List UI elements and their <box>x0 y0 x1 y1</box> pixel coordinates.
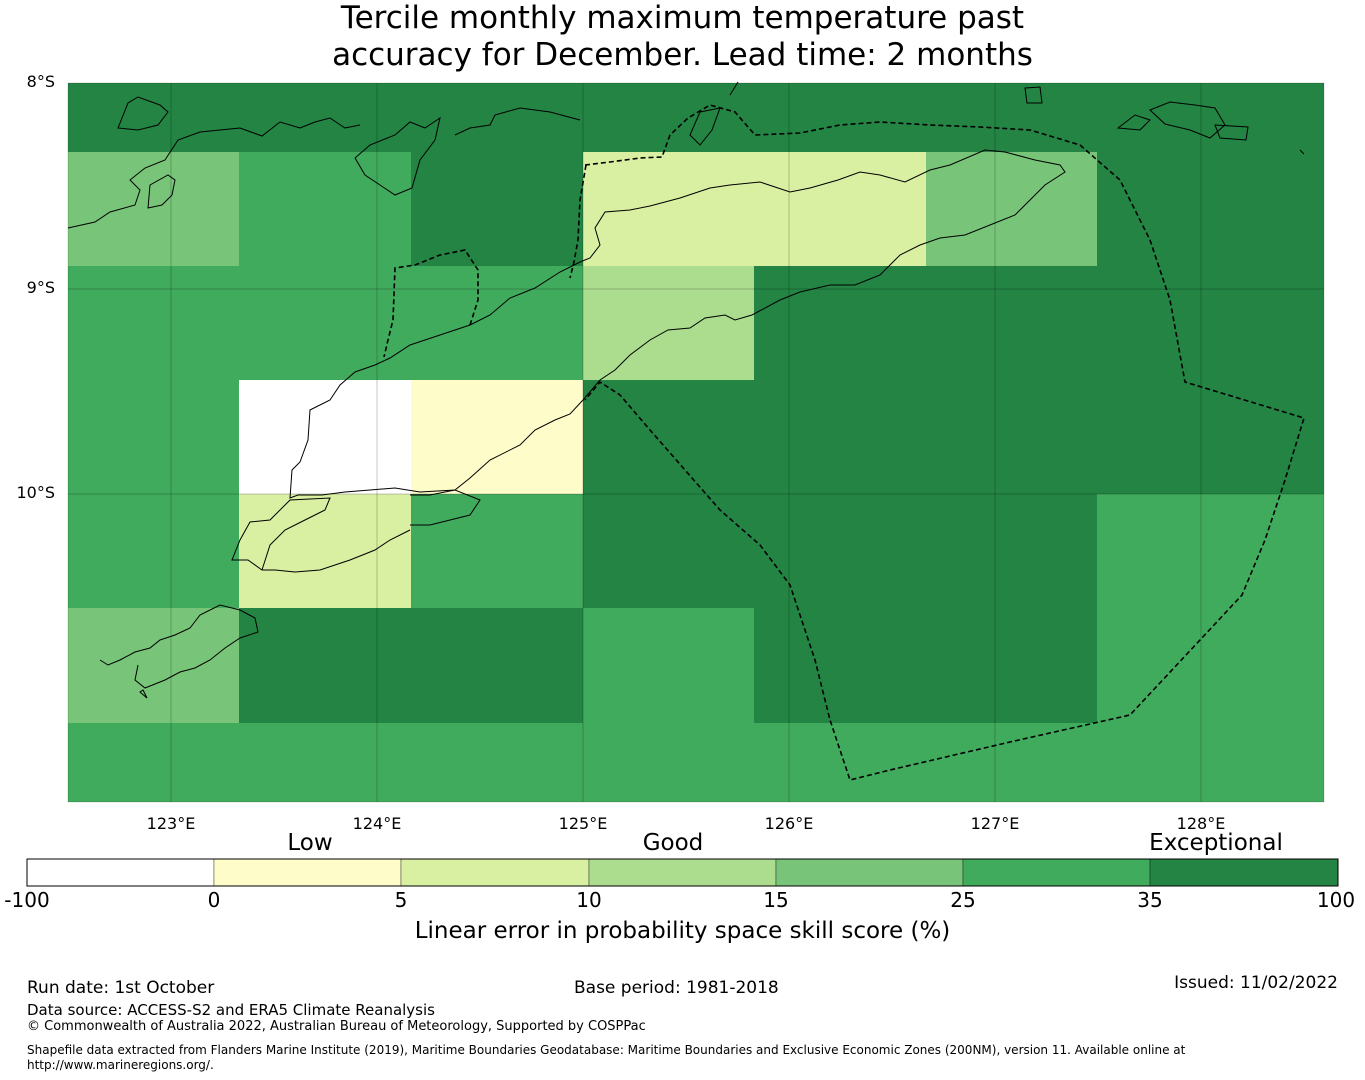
colorbar <box>26 858 1339 887</box>
category-good: Good <box>642 830 704 856</box>
lon-label-128e: 128°E <box>1176 814 1226 833</box>
grid-cell <box>239 380 411 494</box>
category-low: Low <box>287 830 333 856</box>
grid-cell <box>68 83 239 152</box>
grid-cell <box>926 608 1097 723</box>
base-period: Base period: 1981-2018 <box>574 978 779 998</box>
colorbar-segment <box>588 858 777 887</box>
lat-label-9s: 9°S <box>26 278 55 297</box>
map-title: Tercile monthly maximum temperature past… <box>0 0 1365 74</box>
colorbar-tick: -100 <box>4 888 50 912</box>
grid-cell <box>583 152 754 266</box>
skill-grid <box>68 83 1324 802</box>
lon-label-123e: 123°E <box>146 814 196 833</box>
grid-cell <box>1097 266 1324 380</box>
grid-cell <box>239 266 411 380</box>
issued-date: Issued: 11/02/2022 <box>1174 973 1338 993</box>
grid-cell <box>68 608 239 723</box>
grid-cell <box>754 723 926 802</box>
grid-cell <box>239 494 411 608</box>
grid-cell <box>68 494 239 608</box>
grid-cell <box>239 723 411 802</box>
grid-cell <box>583 266 754 380</box>
colorbar-tick: 0 <box>207 888 221 912</box>
colorbar-segment <box>400 858 590 887</box>
grid-cell <box>68 723 239 802</box>
colorbar-tick: 25 <box>950 888 976 912</box>
grid-cell <box>754 266 926 380</box>
grid-cell <box>411 83 583 152</box>
title-line-1: Tercile monthly maximum temperature past <box>340 0 1025 36</box>
data-source: Data source: ACCESS-S2 and ERA5 Climate … <box>27 1001 435 1019</box>
maritime-boundary <box>383 104 1306 781</box>
colorbar-frame <box>26 858 1339 887</box>
lon-label-125e: 125°E <box>558 814 608 833</box>
grid-cell <box>926 380 1097 494</box>
grid-cell <box>754 608 926 723</box>
title-line-2: accuracy for December. Lead time: 2 mont… <box>332 37 1033 73</box>
map-frame <box>67 82 1325 803</box>
colorbar-label: Linear error in probability space skill … <box>414 918 951 944</box>
grid-cell <box>926 266 1097 380</box>
colorbar-tick: 100 <box>1316 888 1356 912</box>
grid-cell <box>68 152 239 266</box>
grid-cell <box>1097 723 1324 802</box>
coastlines <box>67 81 1305 699</box>
grid-cell <box>754 380 926 494</box>
grid-cell <box>411 494 583 608</box>
graticule <box>68 83 1324 802</box>
grid-cell <box>411 723 583 802</box>
grid-cell <box>411 152 583 266</box>
grid-cell <box>754 83 926 152</box>
grid-cell <box>239 608 411 723</box>
grid-cell <box>926 494 1097 608</box>
colorbar-segment <box>213 858 402 887</box>
copyright: © Commonwealth of Australia 2022, Austra… <box>27 1019 646 1034</box>
colorbar-segment <box>1149 858 1339 887</box>
colorbar-segment <box>775 858 964 887</box>
lat-label-8s: 8°S <box>26 72 55 91</box>
category-exceptional: Exceptional <box>1149 830 1283 856</box>
colorbar-tick: 35 <box>1137 888 1163 912</box>
grid-cell <box>754 494 926 608</box>
grid-cell <box>583 608 754 723</box>
colorbar-tick: 5 <box>394 888 408 912</box>
colorbar-segment <box>26 858 215 887</box>
grid-cell <box>754 152 926 266</box>
shapefile-credit-line-1: Shapefile data extracted from Flanders M… <box>27 1043 1186 1057</box>
lon-label-124e: 124°E <box>352 814 402 833</box>
grid-cell <box>583 494 754 608</box>
grid-cell <box>1097 83 1324 152</box>
grid-cell <box>68 266 239 380</box>
grid-cell <box>583 380 754 494</box>
shapefile-credit-line-2: http://www.marineregions.org/. <box>27 1058 214 1072</box>
grid-cell <box>1097 494 1324 608</box>
lon-label-126e: 126°E <box>764 814 814 833</box>
grid-cell <box>926 83 1097 152</box>
grid-cell <box>583 83 754 152</box>
grid-cell <box>411 266 583 380</box>
grid-cell <box>1097 152 1324 266</box>
run-date: Run date: 1st October <box>27 978 215 998</box>
grid-cell <box>68 380 239 494</box>
grid-cell <box>411 608 583 723</box>
lon-label-127e: 127°E <box>970 814 1020 833</box>
grid-cell <box>926 152 1097 266</box>
grid-cell <box>1097 608 1324 723</box>
grid-cell <box>239 83 411 152</box>
grid-cell <box>583 723 754 802</box>
grid-cell <box>239 152 411 266</box>
grid-cell <box>411 380 583 494</box>
grid-cell <box>926 723 1097 802</box>
grid-cell <box>1097 380 1324 494</box>
colorbar-segment <box>962 858 1151 887</box>
colorbar-tick: 15 <box>763 888 789 912</box>
colorbar-tick: 10 <box>576 888 602 912</box>
lat-label-10s: 10°S <box>16 483 55 502</box>
